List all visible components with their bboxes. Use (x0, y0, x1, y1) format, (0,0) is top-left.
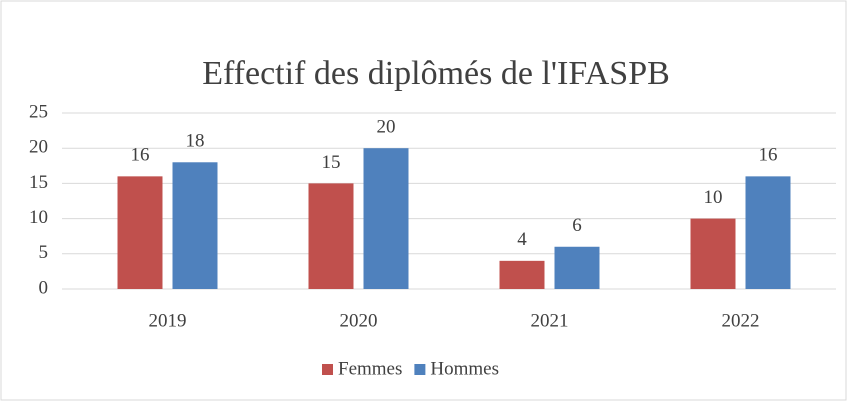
bar (499, 260, 545, 289)
x-tick-label: 2019 (149, 310, 187, 331)
data-label: 15 (322, 152, 341, 173)
data-label: 16 (131, 145, 150, 166)
bar (117, 176, 163, 289)
legend-label: Hommes (430, 358, 499, 379)
legend-label: Femmes (338, 358, 402, 379)
bar (690, 218, 736, 289)
y-tick-label: 20 (29, 137, 48, 158)
x-tick-label: 2020 (340, 310, 378, 331)
legend-swatch (414, 364, 426, 375)
data-label: 6 (572, 215, 582, 236)
chart-title: Effectif des diplômés de l'IFASPB (202, 55, 670, 92)
bar (363, 148, 409, 289)
data-label: 20 (377, 117, 396, 138)
y-tick-label: 5 (39, 242, 49, 263)
y-tick-label: 0 (39, 277, 49, 298)
y-tick-label: 25 (29, 101, 48, 122)
y-tick-label: 15 (29, 172, 48, 193)
y-tick-label: 10 (29, 207, 48, 228)
bar (308, 183, 354, 289)
bar (172, 162, 218, 289)
bar (745, 176, 791, 289)
x-tick-label: 2022 (722, 310, 760, 331)
data-label: 10 (704, 187, 723, 208)
data-label: 4 (517, 229, 527, 250)
legend-swatch (322, 364, 333, 375)
data-label: 16 (759, 145, 778, 166)
bar (554, 246, 600, 289)
data-label: 18 (186, 131, 205, 152)
x-tick-label: 2021 (531, 310, 569, 331)
